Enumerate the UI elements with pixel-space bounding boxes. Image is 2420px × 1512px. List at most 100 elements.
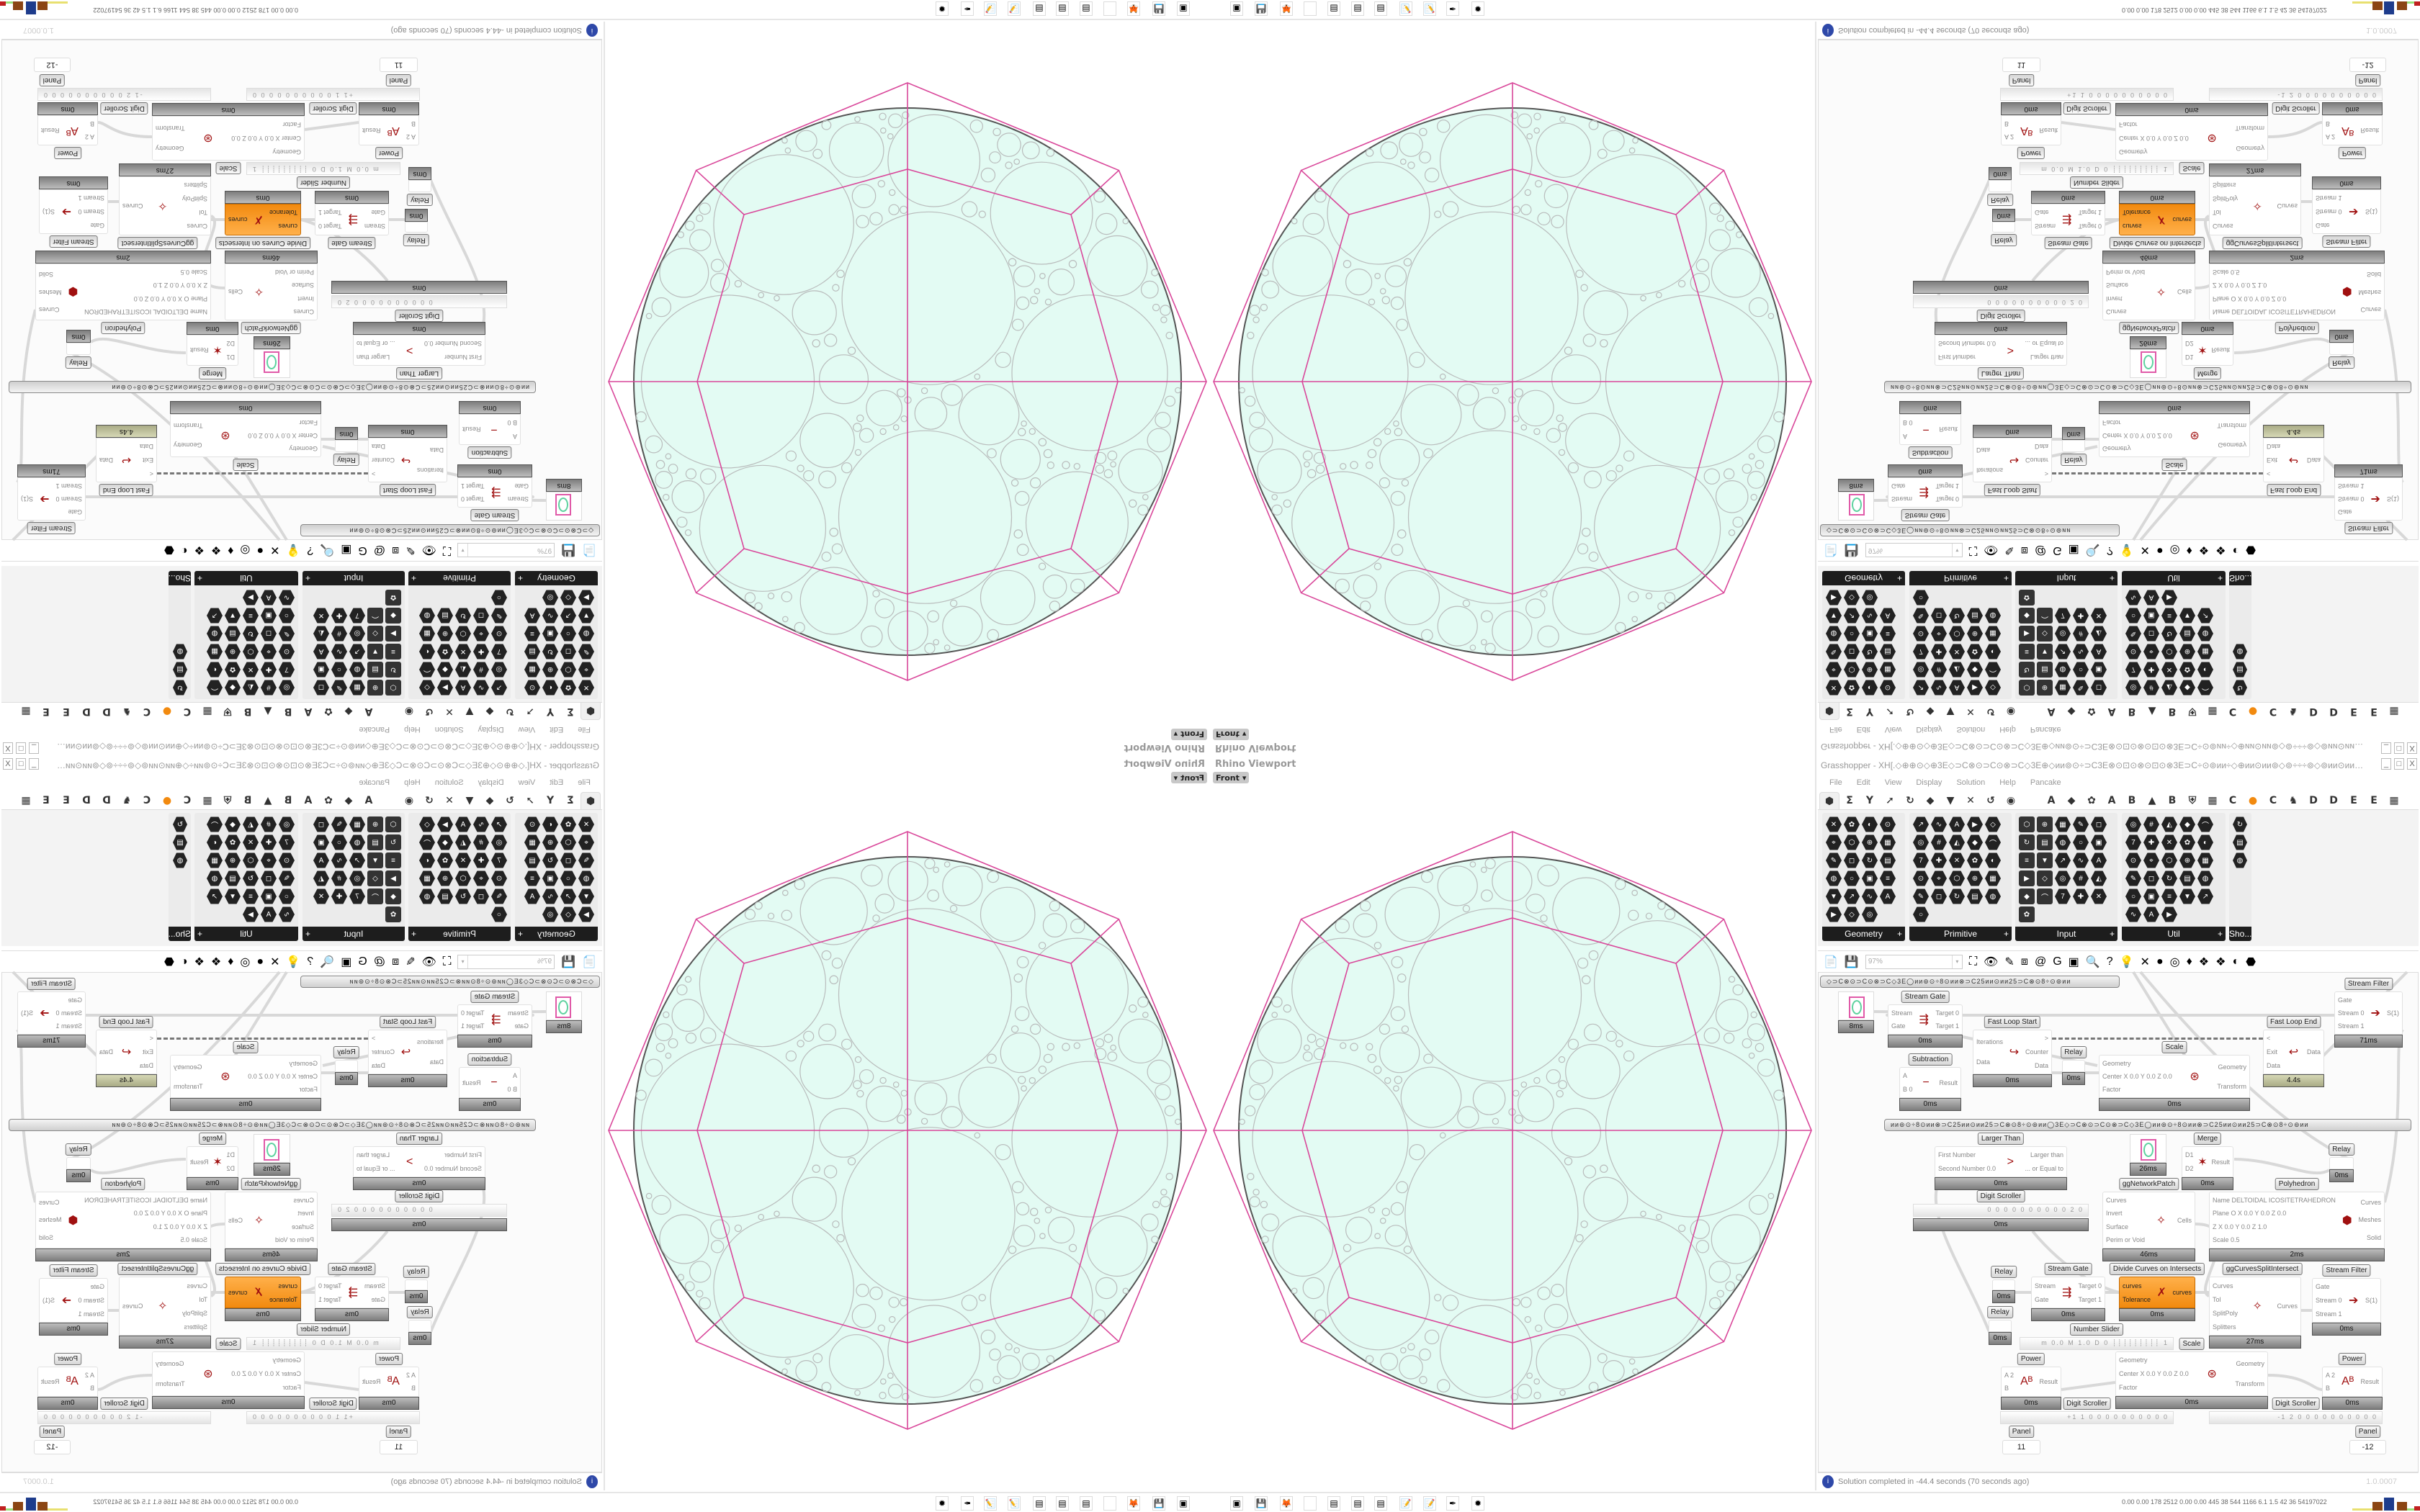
output-param[interactable]: Result [462,426,481,433]
component-icon[interactable]: ▼ [2179,888,2195,904]
input-param[interactable]: Data [139,1061,153,1069]
input-param[interactable]: Curves [187,222,207,230]
output-param[interactable]: Data [99,1048,114,1056]
output-param[interactable]: Geometry [2236,1360,2264,1367]
input-param[interactable]: Tol [2213,1295,2221,1303]
component-icon[interactable]: ◻ [2143,870,2159,886]
tab-icon[interactable]: D [2329,795,2338,806]
input-param[interactable]: Center X 0.0 Y 0.0 Z 0.0 [231,1369,301,1377]
input-param[interactable]: Curves [293,307,314,315]
output-param[interactable]: Result [1939,426,1958,433]
component-caption[interactable]: Relay [407,1306,433,1318]
input-param[interactable]: Stream [364,1282,385,1290]
component-caption[interactable]: Divide Curves on Intersects [215,1263,311,1275]
component-icon[interactable]: ↻ [1949,888,1965,904]
input-param[interactable]: SplitPoly [182,1309,207,1317]
slider-caption[interactable]: Digit Scroller [100,102,148,114]
input-param[interactable]: Stream [2035,222,2056,230]
component-ggcurvessplitintersect[interactable]: Curves Tol SplitPoly Splitters ✧ Curves [119,1277,211,1336]
input-param[interactable]: Curves [2106,307,2127,315]
input-param[interactable]: Tol [199,1295,207,1303]
palette-title[interactable]: Primitive + [1909,927,2012,941]
output-param[interactable]: Data [372,443,386,451]
component-caption[interactable]: ggNetworkPatch [2118,1178,2179,1190]
input-param[interactable]: Geometry [272,148,301,156]
output-param[interactable]: curves [2172,1289,2192,1296]
circle-preview-node[interactable] [2130,1134,2166,1163]
input-param[interactable]: Center X 0.0 Y 0.0 Z 0.0 [2102,1073,2172,1080]
component-caption[interactable]: Divide Curves on Intersects [2109,237,2205,249]
input-param[interactable]: Stream 0 [2338,1009,2365,1017]
component-icon[interactable]: ◆ [2179,816,2195,832]
input-param[interactable]: Stream 0 [78,1296,104,1304]
digit-scroller[interactable]: +1 1 0 0 0 0 0 0 0 0 0 0 [246,88,420,101]
output-param[interactable]: Cells [228,288,243,296]
output-param[interactable]: Target 0 [1935,495,1959,503]
expand-icon[interactable]: + [2217,929,2223,939]
component-icon[interactable]: ⌖ [2143,852,2159,868]
component-caption[interactable]: Merge [198,367,227,379]
input-param[interactable]: Gate [371,209,385,217]
component-icon[interactable]: ↗ [1844,888,1860,904]
output-param[interactable]: curves [228,1289,248,1296]
component-icon[interactable]: ✿ [2019,906,2035,922]
inkscape-icon[interactable]: ✒ [961,1496,974,1511]
notepad-icon[interactable]: 📝 [1399,1,1412,16]
input-param[interactable]: Center X 0.0 Y 0.0 Z 0.0 [2102,432,2172,439]
output-param[interactable]: Result [2211,346,2230,354]
input-param[interactable]: B 0 [1903,419,1913,427]
inkscape-icon[interactable]: ✒ [1446,1,1459,16]
component-icon[interactable]: ⌖ [1826,834,1842,850]
input-param[interactable]: Stream 1 [2316,194,2342,202]
output-param[interactable]: S(1) [42,1297,55,1304]
component-caption[interactable]: Merge [2193,1133,2222,1145]
input-param[interactable]: Second Number 0.0 [1938,340,1996,348]
input-param[interactable]: Perim or Void [274,1236,314,1243]
component-icon[interactable]: ◆ [2019,888,2035,904]
component-relay[interactable] [408,180,431,192]
component-caption[interactable]: Stream Gate [328,237,376,249]
terminal-app-icon[interactable]: ▣ [1230,1,1243,16]
calculator-icon[interactable]: ▤ [1056,1496,1069,1511]
output-param[interactable]: S(1) [21,495,34,503]
component-icon[interactable]: ↻ [1862,852,1878,868]
calculator-icon[interactable]: ▤ [1374,1,1387,16]
input-param[interactable]: Name DELTOIDAL ICOSITETRAHEDRON [84,307,207,315]
digit-scroller[interactable]: 0 0 0 0 0 0 0 0 0 0 2 0 [331,1204,507,1217]
input-param[interactable]: D1 [226,353,235,361]
input-param[interactable]: B [411,1385,416,1392]
blank-app-icon[interactable] [1304,1,1317,16]
input-param[interactable]: Gate [2316,221,2330,229]
output-param[interactable]: Curves [122,1302,143,1310]
output-param[interactable]: Target 0 [318,222,342,230]
component-power[interactable]: A 2 B Aᴮ Result [2001,115,2061,145]
input-param[interactable]: Exit [142,1048,153,1056]
notepad-icon[interactable]: 📝 [984,1,997,16]
wire-sphere-icon[interactable]: ◎ [2169,955,2180,968]
output-param[interactable]: S(1) [2365,208,2378,215]
calculator-icon[interactable]: ▤ [1351,1496,1364,1511]
component-caption[interactable]: Scale [2161,1041,2187,1053]
calculator-icon[interactable]: ▤ [1033,1496,1046,1511]
component-polyhedron[interactable]: Name DELTOIDAL ICOSITETRAHEDRON Plane O X… [2209,264,2385,320]
component-power[interactable]: A 2 B Aᴮ Result [359,1367,419,1397]
component-caption[interactable]: Relay [66,1143,91,1156]
output-param[interactable]: Larger than [357,1151,390,1159]
component-relay[interactable] [66,343,91,355]
input-param[interactable]: Gate [1891,1022,1906,1030]
component-caption[interactable]: ggNetworkPatch [241,1178,302,1190]
output-param[interactable]: Data [372,1061,386,1069]
slider-caption[interactable]: Digit Scroller [100,1398,148,1410]
component-icon[interactable]: ✚ [2143,834,2159,850]
maximize-button[interactable]: □ [2394,758,2404,770]
group-bar[interactable]: ◇⊃C⊗⊙⊃C⊙⊗⊃C◇3E◯ᴎᴎ⊚⊙÷8⊙ᴎᴎ⊗⊃C25ᴎᴎ⊙ᴎᴎ25⊃C⊗⊙… [1820,524,2120,536]
output-param[interactable]: Larger than [2030,353,2063,361]
input-param[interactable]: Iterations [1976,467,2004,474]
component-stream-gate[interactable]: Stream Gate ⇶ Target 0 Target 1 [457,477,532,508]
tab-icon[interactable]: ▲ [2148,795,2156,806]
component-stream-gate[interactable]: Stream Gate ⇶ Target 0 Target 1 [1888,477,1963,508]
output-param[interactable]: Solid [2366,271,2381,279]
input-param[interactable]: Geometry [2119,148,2148,156]
input-param[interactable]: Stream 1 [55,1022,82,1030]
input-param[interactable]: Data [429,1058,444,1066]
